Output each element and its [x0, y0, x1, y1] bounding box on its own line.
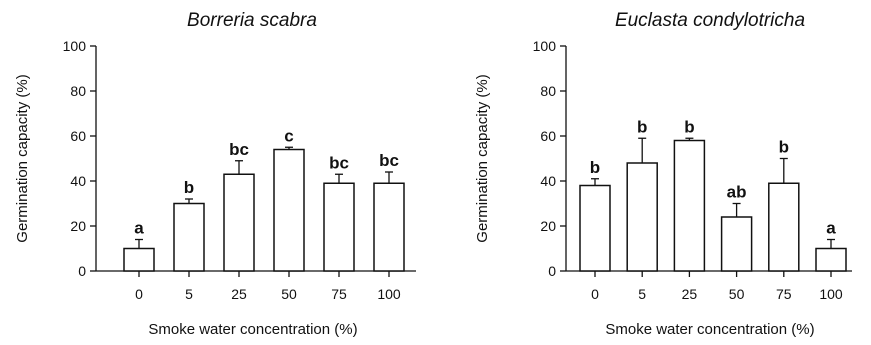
x-tick-label: 25 [231, 286, 247, 302]
chart-title: Euclasta condylotricha [615, 10, 805, 31]
x-tick-label: 25 [682, 286, 698, 302]
x-tick-label: 75 [776, 286, 792, 302]
x-tick-label: 50 [729, 286, 745, 302]
chart-panel-1: Borreria scabra 0 20 40 60 80 100 Germination c… [14, 10, 416, 338]
x-tick-label: 0 [591, 286, 599, 302]
significance-label: bc [329, 153, 349, 172]
y-tick-label: 20 [540, 218, 556, 234]
x-tick-label: 5 [185, 286, 193, 302]
x-tick-label: 50 [281, 286, 297, 302]
x-axis-label: Smoke water concentration (%) [605, 321, 814, 338]
significance-label: a [826, 219, 836, 238]
significance-label: b [590, 158, 600, 177]
y-tick-label: 100 [63, 38, 87, 54]
x-tick-label: 75 [331, 286, 347, 302]
bar-0 [123, 247, 155, 272]
significance-label: a [134, 219, 144, 238]
y-axis-label: Germination capacity (%) [474, 74, 491, 242]
y-tick-label: 40 [70, 173, 86, 189]
chart-title: Borreria scabra [187, 10, 317, 31]
y-tick-label: 80 [70, 83, 86, 99]
y-tick-label: 60 [540, 128, 556, 144]
significance-label: b [637, 117, 647, 136]
bar-75 [323, 182, 355, 272]
x-axis-label: Smoke water concentration (%) [148, 321, 357, 338]
bar-25 [673, 139, 706, 272]
bar-100 [815, 247, 847, 272]
bar-0 [579, 184, 611, 272]
significance-label: b [184, 178, 194, 197]
x-tick-label: 100 [819, 286, 843, 302]
y-tick-label: 40 [540, 173, 556, 189]
significance-label: b [684, 117, 694, 136]
x-tick-label: 100 [377, 286, 401, 302]
bar-50 [720, 216, 753, 272]
x-tick-label: 5 [638, 286, 646, 302]
bar-25 [223, 173, 255, 272]
significance-label: c [284, 126, 293, 145]
bar-100 [373, 182, 405, 272]
y-tick-label: 80 [540, 83, 556, 99]
chart-panel-2: Euclasta condylotricha 0 20 40 60 80 100 Germin… [474, 10, 852, 338]
y-tick-label: 20 [70, 218, 86, 234]
significance-label: b [779, 138, 789, 157]
bar-50 [273, 148, 305, 272]
y-tick-label: 0 [78, 263, 86, 279]
bar-5 [173, 202, 205, 272]
y-tick-label: 100 [533, 38, 557, 54]
bar-5 [626, 162, 658, 272]
significance-label: bc [379, 151, 399, 170]
bar-75 [768, 182, 800, 272]
y-tick-label: 60 [70, 128, 86, 144]
y-tick-label: 0 [548, 263, 556, 279]
significance-label: ab [727, 183, 747, 202]
x-tick-label: 0 [135, 286, 143, 302]
y-axis-label: Germination capacity (%) [14, 74, 31, 242]
significance-label: bc [229, 140, 249, 159]
